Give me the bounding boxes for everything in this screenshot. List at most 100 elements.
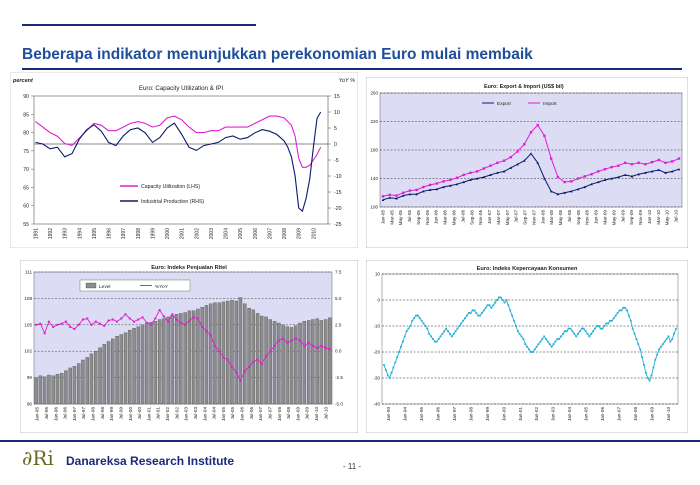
right-y-tick-label: -2.5 [335,375,343,380]
left-y-tick-label: 85 [23,112,29,118]
confidence-point [530,351,532,353]
confidence-point [505,299,508,301]
confidence-point [546,340,549,343]
retail-sales-panel: Euro: Indeks Penjualan Ritel 96 99 102 105 10… [20,260,358,433]
yoy-point [124,313,127,316]
ei-x-tick-label: Jul-06 [460,210,465,223]
ei-x-tick-label: Jul-10 [674,210,679,223]
confidence-point [673,332,676,335]
yoy-point [316,347,319,350]
ei-x-tick-label: May-07 [505,210,510,226]
import-point [449,178,452,182]
confidence-point [513,319,515,322]
confidence-point [671,338,674,340]
confidence-point [665,338,668,340]
export-point [610,177,614,180]
chart-title: Euro: Export & Import (US$ bil) [484,84,564,90]
level-bar [38,375,43,405]
confidence-point [571,330,574,333]
export-point [408,192,412,196]
confidence-point [432,338,434,340]
confidence-point [597,325,600,327]
x-tick-label: 1994 [77,228,83,239]
import-point [482,167,486,170]
left-y-tick-label: 65 [23,185,29,191]
confidence-point [629,319,632,322]
level-bar [281,324,285,405]
level-bar [170,314,175,405]
legend-label: Import [543,101,557,107]
confidence-point [592,330,595,333]
import-point [590,173,593,176]
import-point [509,155,513,159]
retail-sales-chart: Euro: Indeks Penjualan Ritel 96 99 102 105 10… [20,260,358,433]
ei-x-tick-label: Mar-06 [443,210,448,225]
y-tick-label: -10 [373,324,380,329]
confidence-point [479,314,481,317]
export-point [603,178,607,182]
right-y-tick-label: -5.0 [335,402,343,407]
right-y-tick-label: 0.0 [335,349,342,354]
level-bar [153,321,158,405]
import-point [401,191,405,194]
ei-x-tick-label: Jul-07 [514,210,519,223]
confidence-point [631,327,634,330]
confidence-point [626,309,628,312]
confidence-point [539,340,542,343]
ei-x-tick-label: Jan-06 [434,210,439,224]
level-bar [128,329,132,405]
legend-box [79,279,191,292]
confidence-point [394,361,397,364]
yoy-point [171,313,174,316]
confidence-point [595,325,598,327]
left-y-tick-label: 75 [23,149,29,155]
legend-label: Capacity Utilization (LHS) [141,184,200,190]
yoy-point [320,344,323,347]
export-point [482,175,486,179]
level-bar [106,341,111,405]
yoy-point [81,318,84,321]
yoy-point [150,323,153,326]
retail-x-tick-label: Jan-99 [109,407,114,421]
level-bar [298,322,302,405]
conf-x-tick-label: Jan-05 [584,407,589,421]
y-tick-label: 260 [370,91,378,96]
import-point [603,168,607,171]
confidence-point [509,309,512,312]
level-bar [111,338,115,405]
confidence-point [584,330,587,333]
import-point [455,176,459,179]
conf-x-tick-label: Jan-96 [436,407,441,421]
level-bar [132,328,136,405]
level-bar [204,305,209,405]
level-bar [64,370,68,405]
chart-title: Euro: Indeks Penjualan Ritel [151,265,227,271]
x-tick-label: 1998 [136,228,142,239]
x-tick-label: 1997 [121,228,127,239]
import-point [408,189,412,192]
right-unit-label: YoY % [339,78,356,84]
confidence-point [558,338,561,340]
level-bar [94,351,98,405]
confidence-point [533,348,536,351]
capacity-ipi-panel: Euro: Capacity Utilization & IPI percent Y… [10,72,358,248]
y-tick-label: 0 [377,298,380,303]
level-bar [162,318,166,405]
confidence-point [447,330,449,333]
export-point [516,162,519,166]
left-y-tick-label: 96 [27,402,33,407]
confidence-point [471,309,474,312]
yoy-point [265,355,268,358]
retail-x-tick-label: Jul-97 [81,407,86,420]
conf-x-tick-label: Jan-04 [567,407,572,421]
x-tick-label: 2008 [282,228,288,239]
export-point [448,184,452,187]
yoy-point [107,319,110,322]
x-tick-label: 2000 [165,228,171,239]
ei-x-tick-label: May-06 [452,210,457,226]
yoy-point [162,315,165,318]
export-point [549,190,553,193]
retail-x-tick-label: Jan-96 [53,407,58,421]
confidence-point [531,351,534,353]
yoy-point [196,317,199,320]
